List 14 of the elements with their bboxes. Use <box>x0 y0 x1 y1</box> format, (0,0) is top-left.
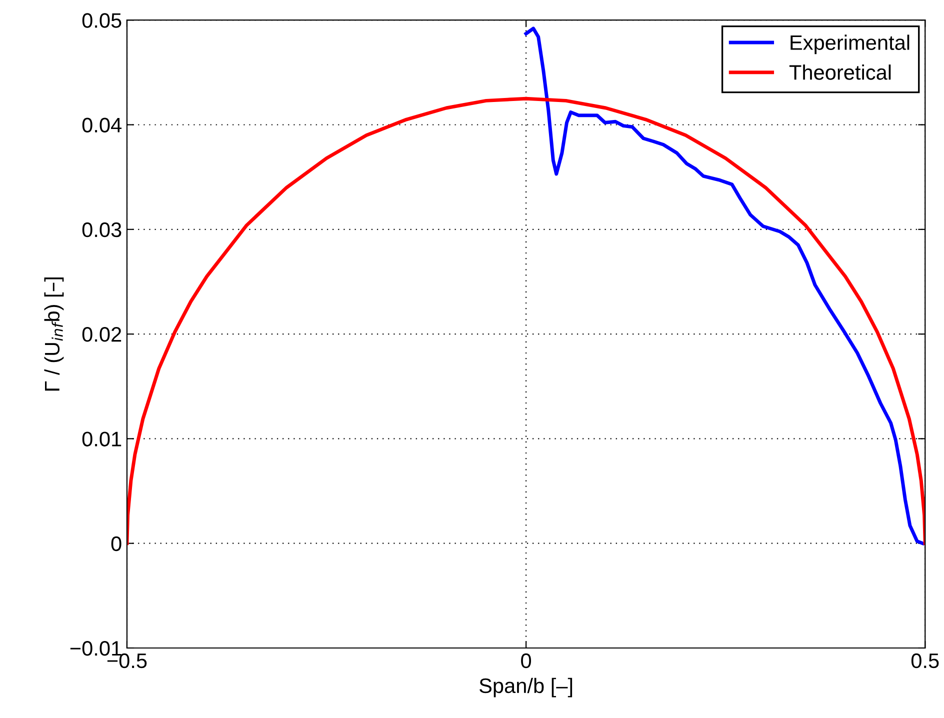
line-series <box>524 26 924 546</box>
x-tick-label: 0 <box>521 653 532 668</box>
y-tick-label: 0.03 <box>82 222 122 238</box>
y-axis-title: Γ / (U$_{inf}$b) [–] <box>44 277 64 391</box>
y-tick-label: 0.05 <box>82 13 122 28</box>
y-tick-label: 0.04 <box>82 118 122 133</box>
legend-label: Experimental <box>790 34 910 54</box>
y-tick-label: 0.01 <box>82 432 122 446</box>
y-tick-label: 0 <box>111 536 122 552</box>
x-tick-label: 0.5 <box>911 653 939 668</box>
x-axis-title: Span/b [–] <box>480 678 572 698</box>
y-tick-label: 0.02 <box>82 327 122 342</box>
legend-label: Theoretical <box>789 64 891 80</box>
line-series <box>126 96 926 546</box>
